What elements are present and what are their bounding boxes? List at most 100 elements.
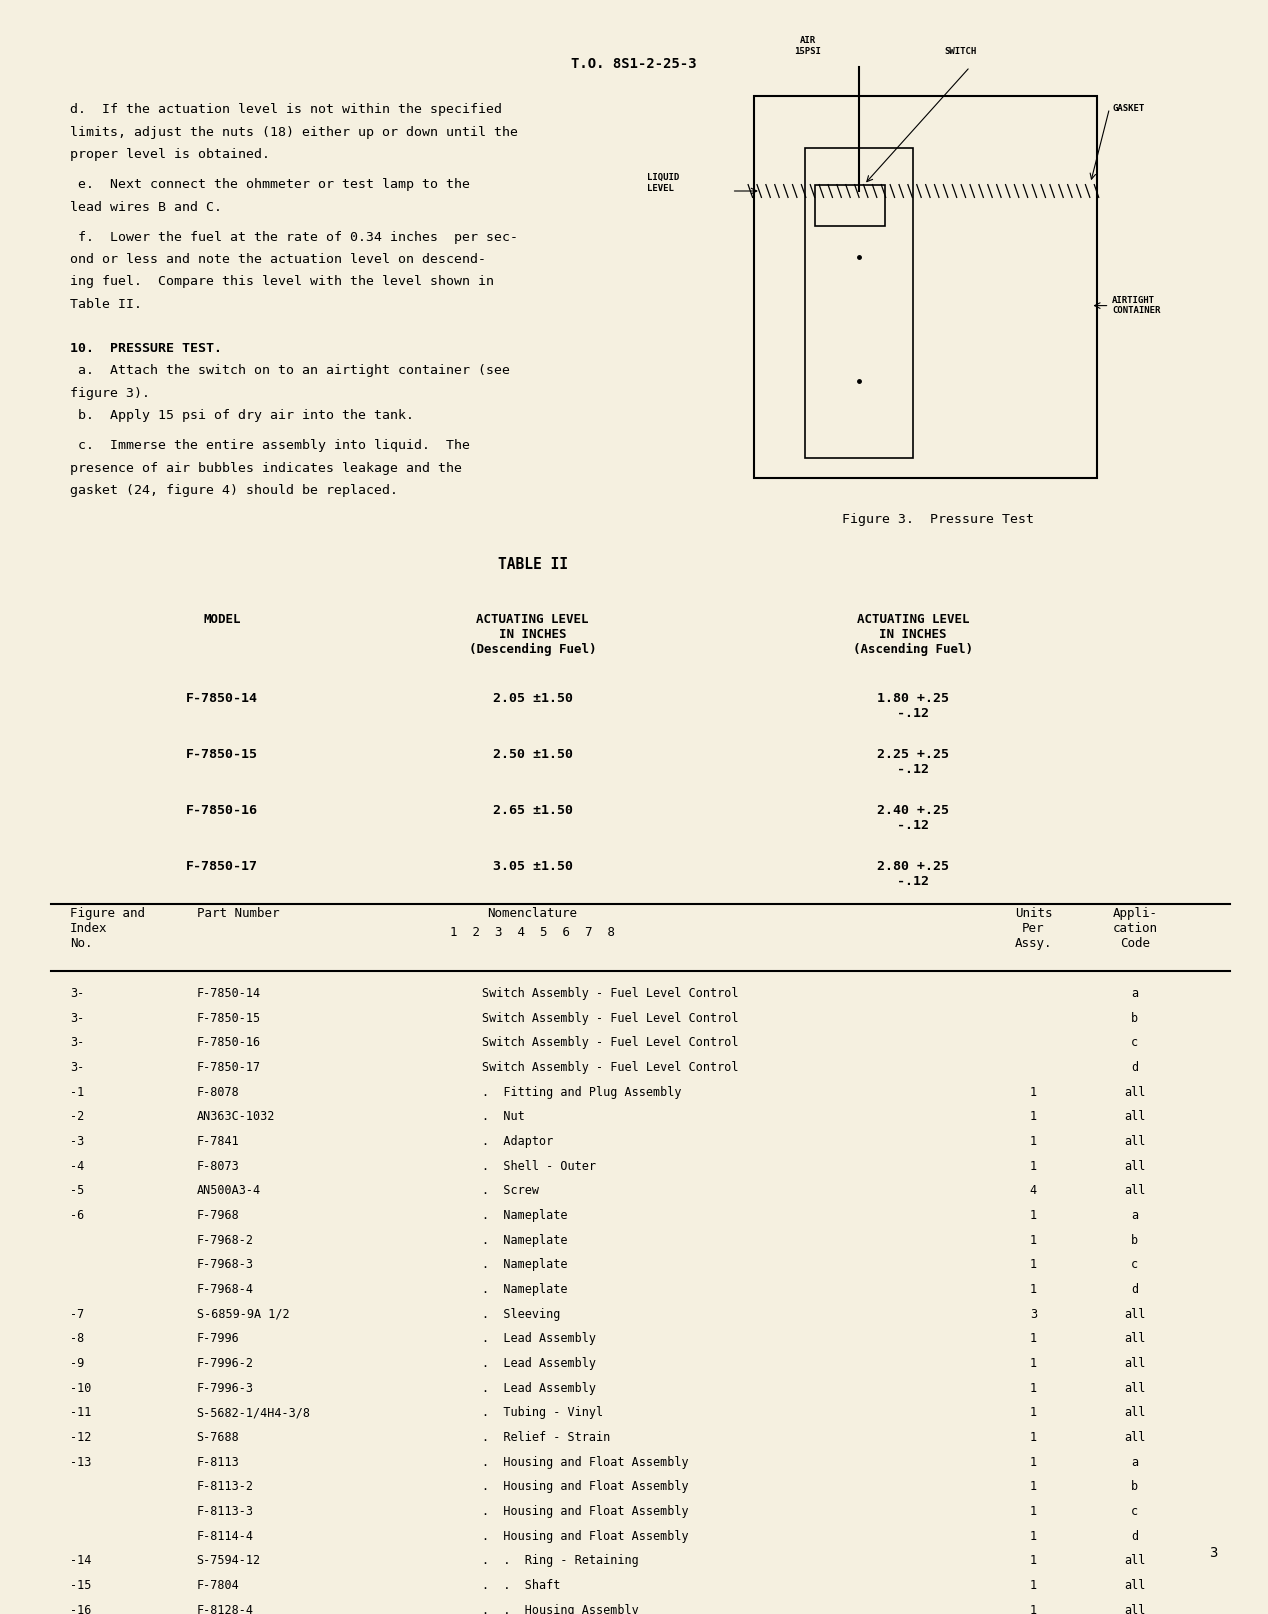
Text: .  Housing and Float Assembly: . Housing and Float Assembly bbox=[482, 1530, 689, 1543]
Text: S-7594-12: S-7594-12 bbox=[197, 1554, 261, 1567]
Text: Appli-
cation
Code: Appli- cation Code bbox=[1112, 907, 1158, 951]
Text: Units
Per
Assy.: Units Per Assy. bbox=[1014, 907, 1052, 951]
Text: F-7968-2: F-7968-2 bbox=[197, 1233, 254, 1246]
Text: -6: -6 bbox=[70, 1209, 84, 1222]
Text: .  Housing and Float Assembly: . Housing and Float Assembly bbox=[482, 1480, 689, 1493]
Text: e.  Next connect the ohmmeter or test lamp to the: e. Next connect the ohmmeter or test lam… bbox=[70, 178, 469, 192]
Text: 3: 3 bbox=[1030, 1307, 1037, 1320]
Text: F-7850-16: F-7850-16 bbox=[197, 1036, 261, 1049]
Text: .  .  Ring - Retaining: . . Ring - Retaining bbox=[482, 1554, 639, 1567]
Text: -1: -1 bbox=[70, 1086, 84, 1099]
Text: proper level is obtained.: proper level is obtained. bbox=[70, 148, 270, 161]
Text: 3-: 3- bbox=[70, 1060, 84, 1073]
Text: F-7850-14: F-7850-14 bbox=[186, 692, 257, 705]
Text: c: c bbox=[1131, 1036, 1139, 1049]
Text: F-8113-2: F-8113-2 bbox=[197, 1480, 254, 1493]
Text: all: all bbox=[1125, 1307, 1145, 1320]
Text: AN363C-1032: AN363C-1032 bbox=[197, 1110, 275, 1123]
Text: F-8113-3: F-8113-3 bbox=[197, 1504, 254, 1517]
Text: 1: 1 bbox=[1030, 1456, 1037, 1469]
Text: b: b bbox=[1131, 1233, 1139, 1246]
Text: all: all bbox=[1125, 1554, 1145, 1567]
Text: 1: 1 bbox=[1030, 1382, 1037, 1394]
Text: .  Nameplate: . Nameplate bbox=[482, 1233, 567, 1246]
Text: 1: 1 bbox=[1030, 1480, 1037, 1493]
Text: 1: 1 bbox=[1030, 1554, 1037, 1567]
Text: F-8114-4: F-8114-4 bbox=[197, 1530, 254, 1543]
Text: 1: 1 bbox=[1030, 1135, 1037, 1148]
Text: a: a bbox=[1131, 986, 1139, 999]
Text: gasket (24, figure 4) should be replaced.: gasket (24, figure 4) should be replaced… bbox=[70, 484, 398, 497]
Text: F-7850-17: F-7850-17 bbox=[186, 860, 257, 873]
Text: F-7850-15: F-7850-15 bbox=[197, 1012, 261, 1025]
Text: Switch Assembly - Fuel Level Control: Switch Assembly - Fuel Level Control bbox=[482, 1060, 738, 1073]
Text: all: all bbox=[1125, 1357, 1145, 1370]
Text: AN500A3-4: AN500A3-4 bbox=[197, 1185, 261, 1198]
Text: all: all bbox=[1125, 1432, 1145, 1445]
Text: d: d bbox=[1131, 1283, 1139, 1296]
Text: AIR
15PSI: AIR 15PSI bbox=[794, 36, 822, 56]
Text: F-7850-15: F-7850-15 bbox=[186, 749, 257, 762]
Text: .  Lead Assembly: . Lead Assembly bbox=[482, 1382, 596, 1394]
Text: GASKET: GASKET bbox=[1112, 103, 1144, 113]
Text: 1: 1 bbox=[1030, 1259, 1037, 1272]
Text: 2.40 +.25
-.12: 2.40 +.25 -.12 bbox=[877, 804, 948, 831]
Text: Part Number: Part Number bbox=[197, 907, 279, 920]
Text: -14: -14 bbox=[70, 1554, 91, 1567]
Text: c: c bbox=[1131, 1259, 1139, 1272]
Text: .  Fitting and Plug Assembly: . Fitting and Plug Assembly bbox=[482, 1086, 681, 1099]
Text: -10: -10 bbox=[70, 1382, 91, 1394]
Text: a.  Attach the switch on to an airtight container (see: a. Attach the switch on to an airtight c… bbox=[70, 365, 510, 378]
Text: -8: -8 bbox=[70, 1332, 84, 1344]
Bar bbox=[754, 95, 1097, 478]
Text: Switch Assembly - Fuel Level Control: Switch Assembly - Fuel Level Control bbox=[482, 986, 738, 999]
Text: S-6859-9A 1/2: S-6859-9A 1/2 bbox=[197, 1307, 289, 1320]
Text: .  Housing and Float Assembly: . Housing and Float Assembly bbox=[482, 1504, 689, 1517]
Text: F-7996-3: F-7996-3 bbox=[197, 1382, 254, 1394]
Text: all: all bbox=[1125, 1382, 1145, 1394]
Text: all: all bbox=[1125, 1604, 1145, 1614]
Text: -5: -5 bbox=[70, 1185, 84, 1198]
Text: presence of air bubbles indicates leakage and the: presence of air bubbles indicates leakag… bbox=[70, 462, 462, 475]
Text: F-7841: F-7841 bbox=[197, 1135, 240, 1148]
Text: .  Shell - Outer: . Shell - Outer bbox=[482, 1159, 596, 1172]
Text: b.  Apply 15 psi of dry air into the tank.: b. Apply 15 psi of dry air into the tank… bbox=[70, 408, 413, 423]
Text: AIRTIGHT
CONTAINER: AIRTIGHT CONTAINER bbox=[1112, 295, 1160, 315]
Text: Switch Assembly - Fuel Level Control: Switch Assembly - Fuel Level Control bbox=[482, 1012, 738, 1025]
Bar bbox=[815, 184, 885, 226]
Text: all: all bbox=[1125, 1086, 1145, 1099]
Text: a: a bbox=[1131, 1456, 1139, 1469]
Text: .  .  Shaft: . . Shaft bbox=[482, 1578, 560, 1591]
Text: LIQUID
LEVEL: LIQUID LEVEL bbox=[647, 173, 678, 192]
Text: -4: -4 bbox=[70, 1159, 84, 1172]
Text: d: d bbox=[1131, 1060, 1139, 1073]
Text: Figure 3.  Pressure Test: Figure 3. Pressure Test bbox=[842, 513, 1035, 526]
Text: -2: -2 bbox=[70, 1110, 84, 1123]
Text: .  Sleeving: . Sleeving bbox=[482, 1307, 560, 1320]
Text: all: all bbox=[1125, 1406, 1145, 1419]
Text: -15: -15 bbox=[70, 1578, 91, 1591]
Text: all: all bbox=[1125, 1110, 1145, 1123]
Text: -13: -13 bbox=[70, 1456, 91, 1469]
Text: .  Relief - Strain: . Relief - Strain bbox=[482, 1432, 610, 1445]
Text: F-7968-3: F-7968-3 bbox=[197, 1259, 254, 1272]
Text: 4: 4 bbox=[1030, 1185, 1037, 1198]
Text: 3: 3 bbox=[1208, 1546, 1217, 1559]
Bar bbox=[805, 148, 913, 458]
Text: d: d bbox=[1131, 1530, 1139, 1543]
Text: -3: -3 bbox=[70, 1135, 84, 1148]
Text: F-8113: F-8113 bbox=[197, 1456, 240, 1469]
Text: -16: -16 bbox=[70, 1604, 91, 1614]
Text: 2.25 +.25
-.12: 2.25 +.25 -.12 bbox=[877, 749, 948, 776]
Text: .  Nameplate: . Nameplate bbox=[482, 1283, 567, 1296]
Text: ACTUATING LEVEL
IN INCHES
(Descending Fuel): ACTUATING LEVEL IN INCHES (Descending Fu… bbox=[469, 613, 596, 655]
Text: Nomenclature: Nomenclature bbox=[488, 907, 577, 920]
Text: b: b bbox=[1131, 1480, 1139, 1493]
Text: 1: 1 bbox=[1030, 1432, 1037, 1445]
Text: 1: 1 bbox=[1030, 1283, 1037, 1296]
Text: 1: 1 bbox=[1030, 1233, 1037, 1246]
Text: .  Nameplate: . Nameplate bbox=[482, 1259, 567, 1272]
Text: 2.80 +.25
-.12: 2.80 +.25 -.12 bbox=[877, 860, 948, 888]
Text: .  Lead Assembly: . Lead Assembly bbox=[482, 1357, 596, 1370]
Text: F-8078: F-8078 bbox=[197, 1086, 240, 1099]
